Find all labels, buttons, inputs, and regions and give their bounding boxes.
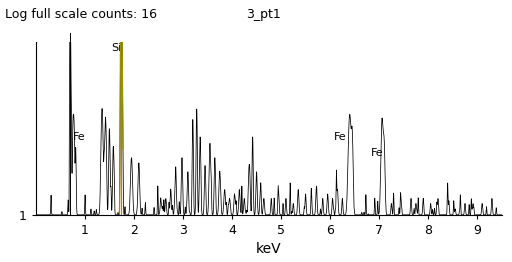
Text: Fe: Fe — [334, 132, 346, 142]
X-axis label: keV: keV — [256, 242, 282, 256]
Text: Si: Si — [112, 42, 122, 52]
Text: 3_pt1: 3_pt1 — [246, 8, 281, 21]
Text: Log full scale counts: 16: Log full scale counts: 16 — [5, 8, 157, 21]
Text: Fe: Fe — [370, 148, 383, 158]
Text: Fe: Fe — [73, 132, 86, 142]
